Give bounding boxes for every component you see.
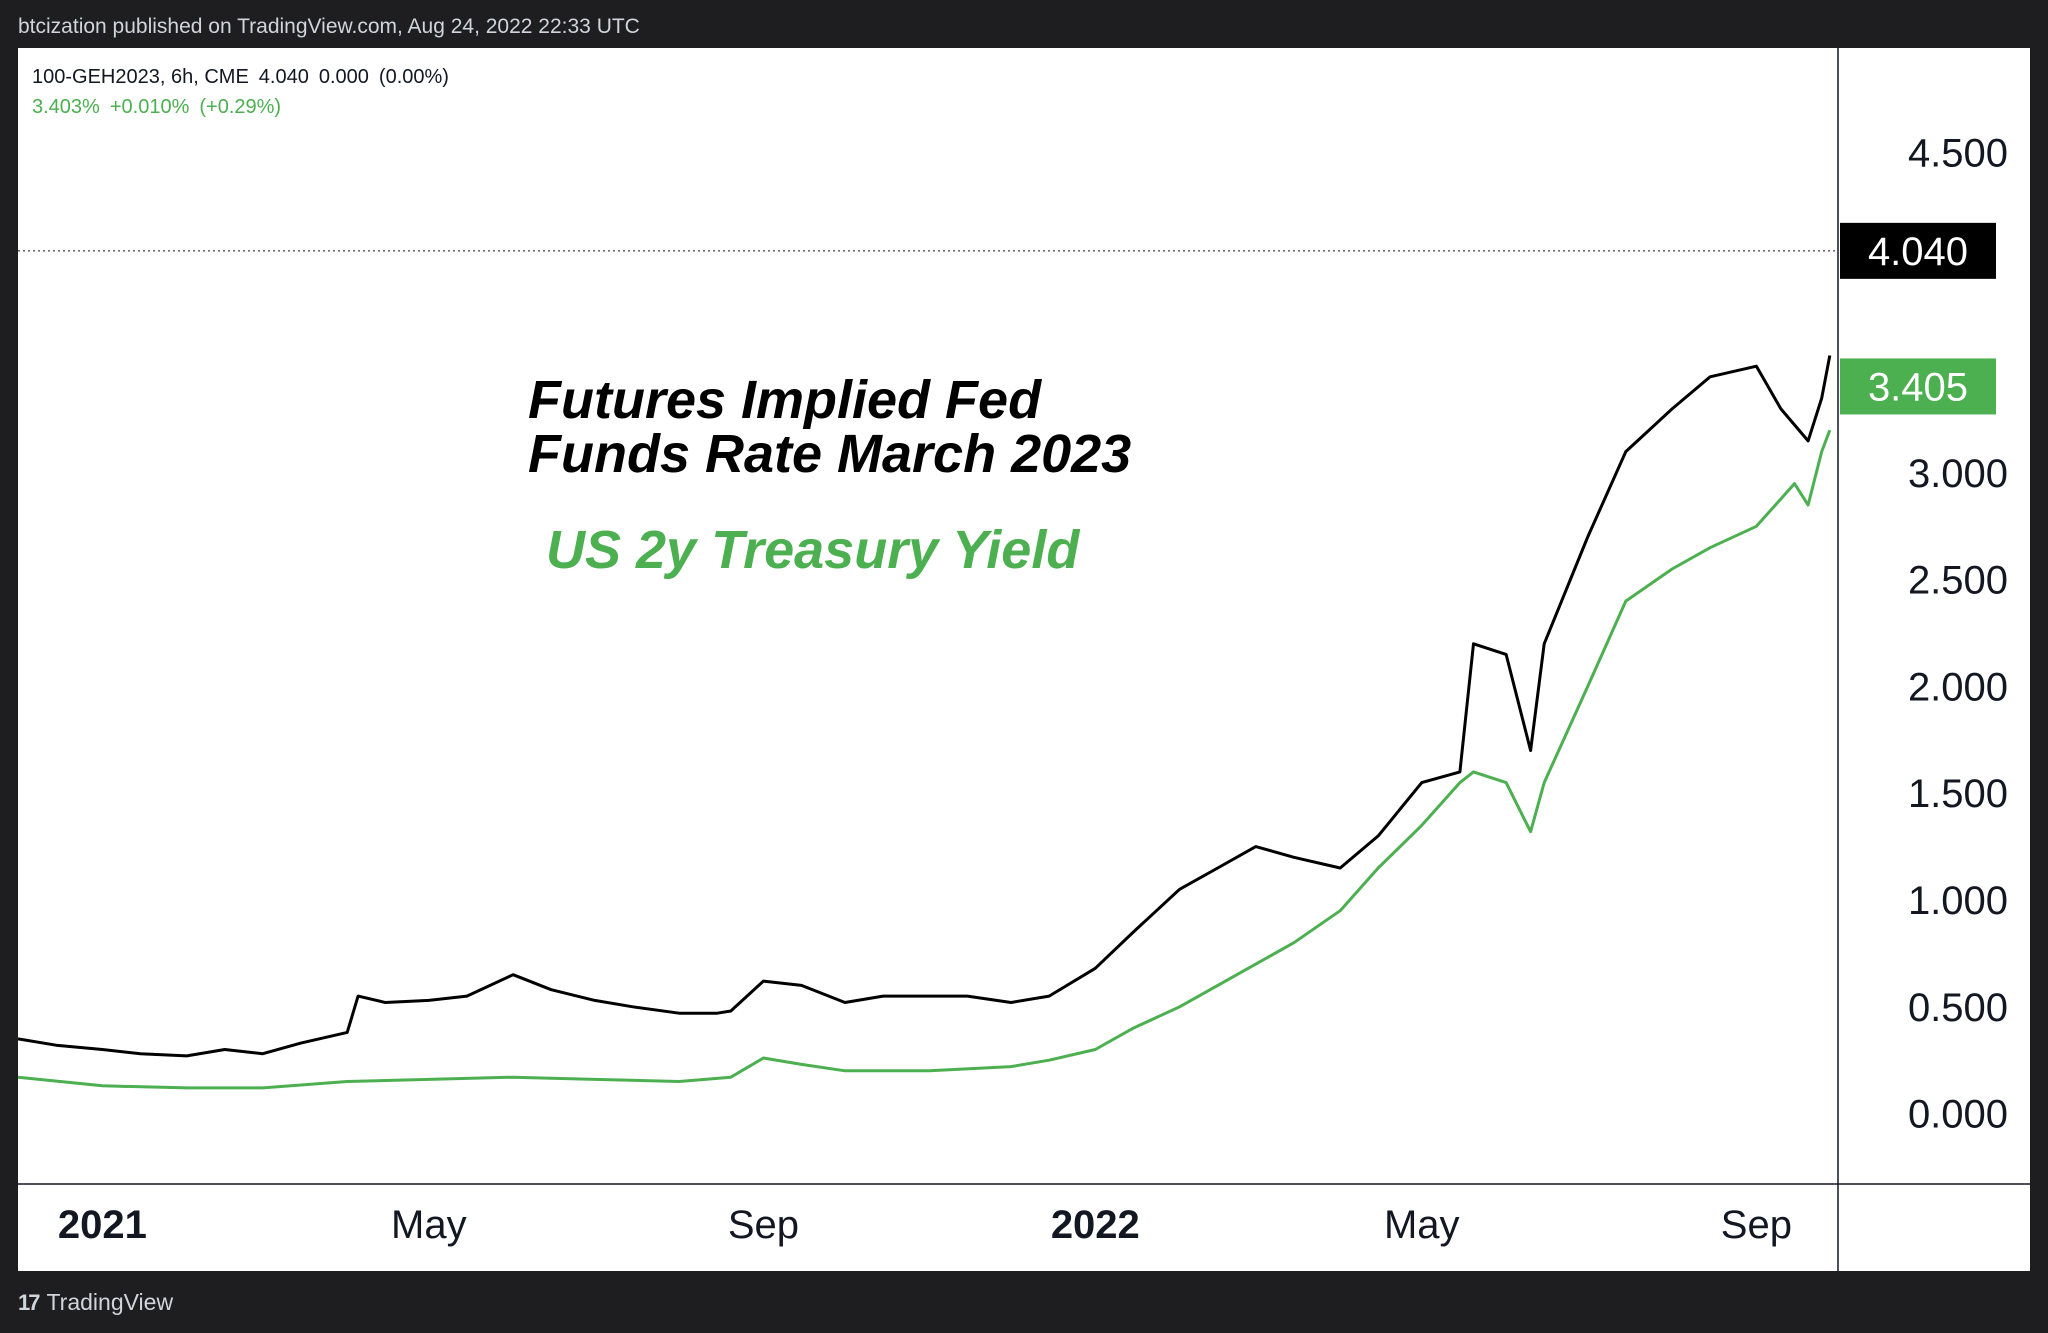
top-bar: btcization published on TradingView.com,… [0, 0, 2048, 48]
y-tick-label: 1.000 [1908, 879, 2008, 923]
price-label-fed-funds: 4.040 [1868, 230, 1968, 274]
annotation-title-line1: Futures Implied Fed [528, 370, 1042, 430]
x-tick-label: Sep [1721, 1203, 1792, 1247]
legend-secondary-change: +0.010% [109, 96, 190, 118]
y-tick-label: 3.000 [1908, 452, 2008, 496]
x-tick-label: 2022 [1051, 1203, 1140, 1247]
price-label-treasury-2y-bg [1840, 358, 1996, 415]
publish-info: btcization published on TradingView.com,… [18, 15, 640, 38]
tradingview-logo[interactable]: 17 TradingView [18, 1289, 173, 1316]
legend-row-secondary: 3.403% +0.010% (+0.29%) [32, 92, 459, 122]
annotation-title-line2: Funds Rate March 2023 [528, 424, 1131, 484]
bottom-bar: 17 TradingView [0, 1271, 2048, 1333]
legend-secondary-change-pct: (+0.29%) [199, 96, 282, 118]
y-tick-label: 1.500 [1908, 772, 2008, 816]
legend-symbol[interactable]: 100-GEH2023, 6h, CME [32, 66, 249, 88]
tradingview-logo-icon: 17 [18, 1289, 41, 1315]
y-tick-label: 2.500 [1908, 559, 2008, 603]
series-line-fed-funds[interactable] [18, 355, 1832, 1058]
legend-row-primary: 100-GEH2023, 6h, CME 4.040 0.000 (0.00%) [32, 62, 459, 92]
y-tick-label: 4.500 [1908, 132, 2008, 176]
legend-last: 4.040 [258, 66, 309, 88]
y-tick-label: 0.000 [1908, 1093, 2008, 1137]
annotation-subtitle: US 2y Treasury Yield [546, 520, 1080, 580]
x-tick-label: May [1384, 1203, 1460, 1247]
x-tick-label: May [391, 1203, 467, 1247]
legend-change-pct: (0.00%) [378, 66, 449, 88]
legend-change: 0.000 [318, 66, 369, 88]
chart-frame[interactable]: 0.000 0.500 1.000 1.500 2.000 2.500 3.000 4.500… [18, 48, 2030, 1271]
y-tick-label: 2.000 [1908, 665, 2008, 709]
legend: 100-GEH2023, 6h, CME 4.040 0.000 (0.00%) 3.… [32, 62, 459, 122]
x-tick-label: Sep [728, 1203, 799, 1247]
chart-canvas[interactable]: 0.000 0.500 1.000 1.500 2.000 2.500 3.000 4.500… [18, 48, 2030, 1271]
series-line-treasury-2y[interactable] [18, 429, 1832, 1090]
x-tick-label: 2021 [58, 1203, 147, 1247]
price-label-treasury-2y: 3.405 [1868, 365, 1968, 409]
legend-secondary-value: 3.403% [32, 96, 100, 118]
y-tick-label: 0.500 [1908, 986, 2008, 1030]
price-label-fed-funds-bg [1840, 222, 1996, 279]
tradingview-brand: TradingView [46, 1289, 174, 1315]
